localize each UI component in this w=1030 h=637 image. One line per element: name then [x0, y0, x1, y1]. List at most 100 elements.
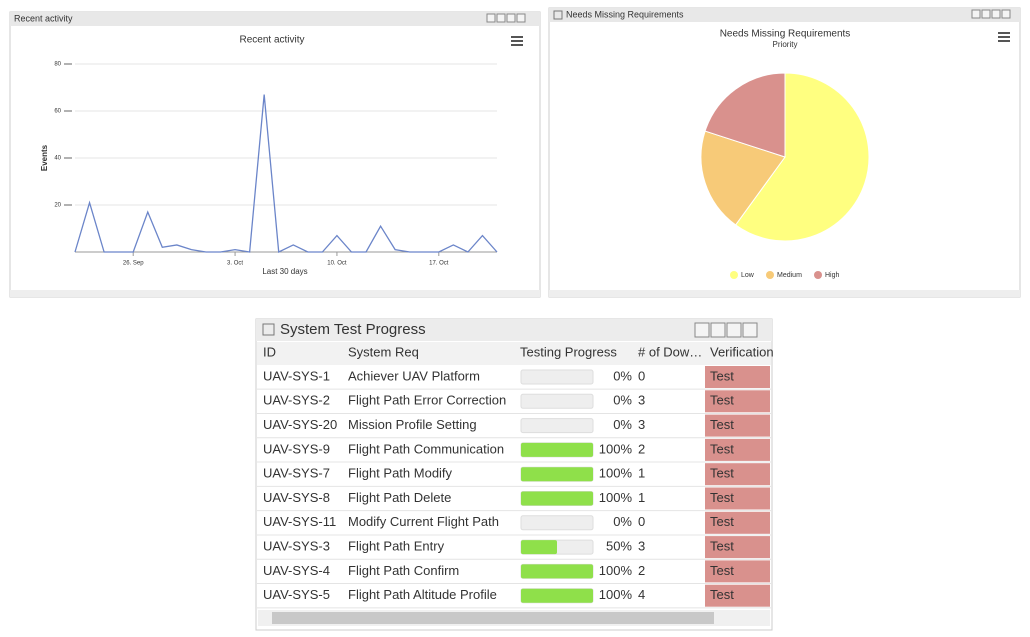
- panel-footer: [549, 290, 1020, 297]
- progress-label: 100%: [599, 466, 633, 481]
- req-name: Flight Path Entry: [348, 539, 445, 554]
- window-button[interactable]: [506, 13, 516, 23]
- verification-cell: [705, 560, 770, 583]
- downstream-count: 2: [638, 563, 645, 578]
- window-button[interactable]: [496, 13, 506, 23]
- panel-title: Needs Missing Requirements: [566, 9, 684, 19]
- downstream-count: 0: [638, 368, 645, 383]
- req-name: Flight Path Communication: [348, 441, 504, 456]
- verification: Test: [710, 441, 734, 456]
- progress-label: 0%: [613, 368, 632, 383]
- downstream-count: 3: [638, 417, 645, 432]
- progress-bar: [521, 540, 557, 555]
- chart-subtitle: Priority: [773, 40, 798, 49]
- window-button[interactable]: [710, 322, 726, 338]
- progress-bar: [521, 588, 593, 603]
- verification: Test: [710, 514, 734, 529]
- verification: Test: [710, 587, 734, 602]
- legend-label: Medium: [777, 272, 802, 279]
- panel-header: [549, 8, 1020, 22]
- req-name: Flight Path Confirm: [348, 563, 459, 578]
- y-tick-label: 40: [54, 156, 61, 162]
- progress-track: [520, 393, 594, 409]
- window-button[interactable]: [486, 13, 496, 23]
- req-id[interactable]: UAV-SYS-1: [263, 368, 330, 383]
- verification-cell: [705, 511, 770, 534]
- progress-bar: [521, 442, 593, 457]
- verification-cell: [705, 463, 770, 486]
- verification: Test: [710, 368, 734, 383]
- x-tick-label: 26. Sep: [123, 261, 144, 267]
- window-button[interactable]: [516, 13, 526, 23]
- downstream-count: 4: [638, 587, 645, 602]
- req-id[interactable]: UAV-SYS-8: [263, 490, 330, 505]
- pie-slice: [734, 72, 870, 242]
- y-axis-label: Events: [40, 144, 49, 171]
- progress-label: 100%: [599, 587, 633, 602]
- panel-header: [10, 12, 540, 26]
- legend-swatch: [730, 271, 738, 279]
- progress-track: [520, 418, 594, 434]
- verification: Test: [710, 393, 734, 408]
- column-header: # of Dow…: [638, 344, 702, 359]
- scroll-thumb[interactable]: [272, 612, 714, 624]
- downstream-count: 1: [638, 466, 645, 481]
- req-name: Flight Path Delete: [348, 490, 451, 505]
- data-line: [74, 94, 498, 253]
- x-tick-label: 3. Oct: [227, 261, 243, 267]
- legend-swatch: [766, 271, 774, 279]
- verification-cell: [705, 487, 770, 510]
- progress-label: 0%: [613, 514, 632, 529]
- window-button[interactable]: [971, 9, 981, 19]
- req-id[interactable]: UAV-SYS-3: [263, 539, 330, 554]
- y-tick-label: 60: [54, 109, 61, 115]
- req-name: Flight Path Modify: [348, 466, 453, 481]
- req-id[interactable]: UAV-SYS-2: [263, 393, 330, 408]
- req-id[interactable]: UAV-SYS-4: [263, 563, 330, 578]
- req-id[interactable]: UAV-SYS-20: [263, 417, 337, 432]
- legend-label: High: [825, 272, 840, 279]
- progress-label: 0%: [613, 393, 632, 408]
- downstream-count: 0: [638, 514, 645, 529]
- downstream-count: 3: [638, 539, 645, 554]
- menu-icon[interactable]: [511, 32, 1010, 46]
- panel-footer: [10, 290, 540, 297]
- window-button[interactable]: [694, 322, 710, 338]
- window-button[interactable]: [1001, 9, 1011, 19]
- legend-label: Low: [741, 272, 755, 279]
- window-button[interactable]: [742, 322, 758, 338]
- verification-cell: [705, 366, 770, 388]
- req-name: Modify Current Flight Path: [348, 514, 499, 529]
- verification: Test: [710, 490, 734, 505]
- panel: [9, 11, 541, 298]
- verification: Test: [710, 539, 734, 554]
- downstream-count: 1: [638, 490, 645, 505]
- verification-cell: [705, 414, 770, 437]
- column-header: System Req: [348, 344, 419, 359]
- window-button[interactable]: [726, 322, 742, 338]
- req-id[interactable]: UAV-SYS-5: [263, 587, 330, 602]
- progress-label: 100%: [599, 490, 633, 505]
- table-header: [257, 342, 771, 365]
- panel-header: [256, 319, 772, 341]
- legend-swatch: [814, 271, 822, 279]
- panel-title: System Test Progress: [280, 321, 426, 338]
- req-id[interactable]: UAV-SYS-11: [263, 514, 336, 529]
- progress-label: 100%: [599, 563, 633, 578]
- verification: Test: [710, 417, 734, 432]
- progress-bar: [521, 491, 593, 506]
- progress-label: 0%: [613, 417, 632, 432]
- req-id[interactable]: UAV-SYS-9: [263, 441, 330, 456]
- pie-slice: [700, 130, 786, 226]
- window-button[interactable]: [981, 9, 991, 19]
- progress-bar: [521, 564, 593, 579]
- verification: Test: [710, 563, 734, 578]
- req-name: Flight Path Altitude Profile: [348, 587, 497, 602]
- pie-slice: [704, 72, 786, 158]
- y-tick-label: 80: [54, 62, 61, 68]
- window-button[interactable]: [991, 9, 1001, 19]
- req-id[interactable]: UAV-SYS-7: [263, 466, 330, 481]
- verification-cell: [705, 390, 770, 413]
- downstream-count: 2: [638, 441, 645, 456]
